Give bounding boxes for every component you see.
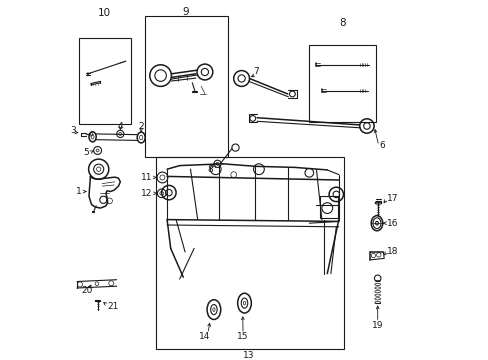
Text: 3: 3 (70, 126, 76, 135)
Text: 14: 14 (199, 332, 210, 341)
Text: 6: 6 (379, 141, 385, 150)
Text: 8: 8 (338, 18, 345, 28)
Bar (156, 157, 343, 349)
Bar (309, 45, 375, 122)
Bar (145, 16, 228, 157)
Text: 18: 18 (386, 248, 398, 256)
Text: 17: 17 (386, 194, 398, 203)
Text: 15: 15 (237, 332, 248, 341)
Text: 19: 19 (371, 320, 383, 330)
Bar (320, 196, 337, 218)
Text: 13: 13 (243, 351, 254, 360)
Text: 2: 2 (138, 122, 143, 131)
Text: 11: 11 (140, 173, 152, 182)
Text: 9: 9 (183, 6, 189, 17)
Text: 4: 4 (117, 122, 123, 131)
Text: 8: 8 (206, 165, 212, 174)
Text: 5: 5 (83, 148, 89, 157)
Text: 10: 10 (98, 8, 111, 18)
Text: 20: 20 (81, 286, 92, 295)
Text: 12: 12 (141, 189, 152, 198)
Text: 1: 1 (76, 187, 81, 196)
Text: 7: 7 (253, 68, 259, 77)
Text: 16: 16 (386, 219, 398, 228)
Text: 21: 21 (107, 302, 119, 311)
Bar (79, 38, 131, 124)
